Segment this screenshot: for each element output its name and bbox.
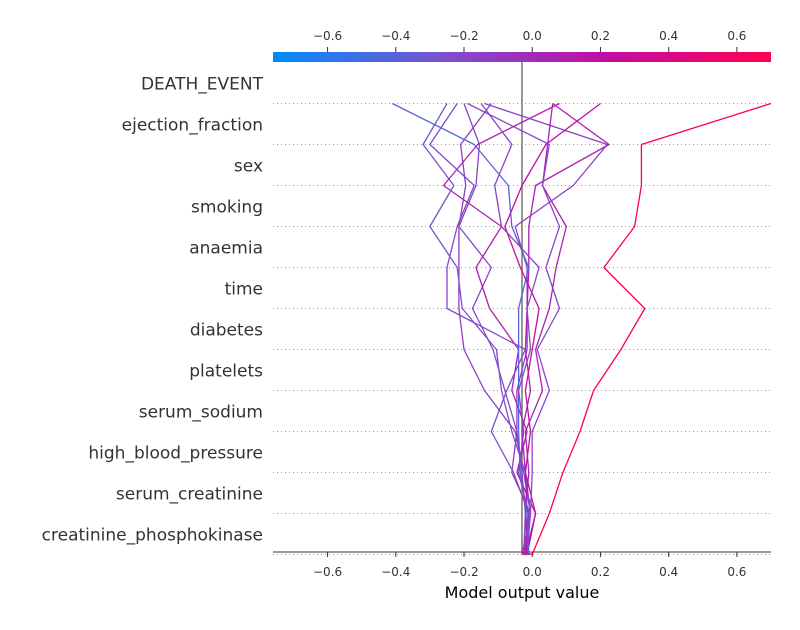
feature-label: creatinine_phosphokinase [42, 526, 263, 546]
x-axis-title: Model output value [445, 583, 600, 602]
x-tick-label: −0.4 [381, 565, 410, 579]
feature-label: ejection_fraction [122, 116, 263, 136]
feature-label: high_blood_pressure [88, 444, 263, 464]
feature-label: serum_sodium [139, 403, 263, 423]
feature-label: anaemia [189, 239, 263, 259]
top-tick-label: 0.0 [523, 29, 542, 43]
series-line [504, 102, 601, 556]
feature-label: serum_creatinine [116, 485, 263, 505]
top-tick-label: 0.4 [659, 29, 678, 43]
x-tick-label: −0.6 [313, 565, 342, 579]
series-line [484, 102, 608, 556]
series-line [458, 103, 532, 556]
x-tick-label: 0.4 [659, 565, 678, 579]
x-tick-label: 0.6 [727, 565, 746, 579]
series-line [480, 103, 540, 556]
feature-label: platelets [189, 362, 263, 382]
top-tick-label: 0.2 [591, 29, 610, 43]
x-tick-label: −0.2 [449, 565, 478, 579]
top-tick-label: −0.4 [381, 29, 410, 43]
feature-label: DEATH_EVENT [141, 75, 264, 95]
feature-label: smoking [191, 198, 263, 218]
top-tick-label: −0.6 [313, 29, 342, 43]
colorbar [273, 52, 771, 62]
top-tick-label: 0.6 [727, 29, 746, 43]
feature-label: sex [234, 157, 263, 177]
top-tick-label: −0.2 [449, 29, 478, 43]
feature-label: time [225, 280, 263, 300]
feature-label: diabetes [190, 321, 263, 341]
series-line [392, 102, 530, 556]
series-line [458, 103, 527, 556]
x-tick-label: 0.2 [591, 565, 610, 579]
series-line [467, 102, 561, 556]
x-tick-label: 0.0 [523, 565, 542, 579]
series-line [521, 102, 772, 556]
